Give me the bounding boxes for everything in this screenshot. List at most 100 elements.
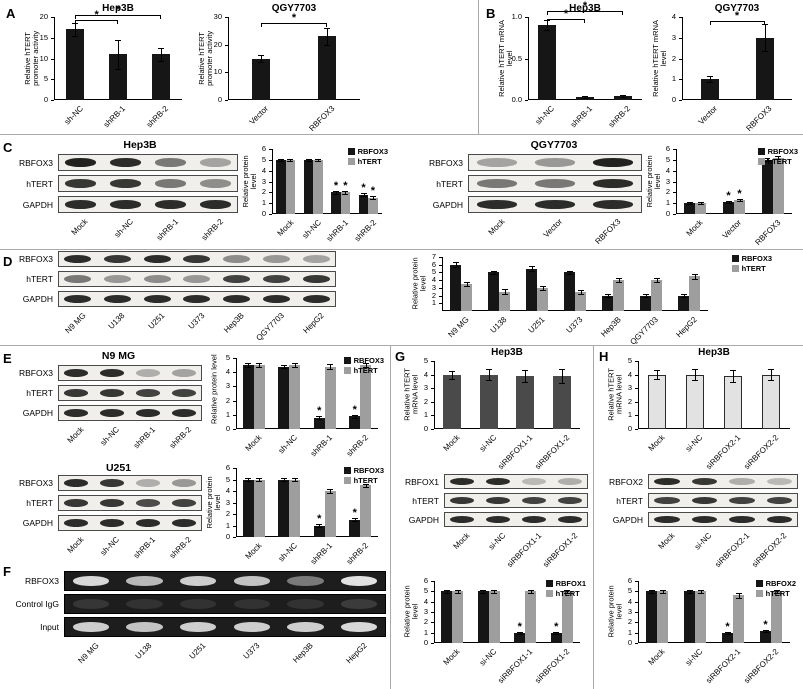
- x-tick-label: U373: [564, 315, 585, 335]
- legend: RBFOX2 hTERT: [755, 579, 796, 598]
- bar: [771, 591, 782, 643]
- error-cap: [351, 417, 358, 419]
- x-tick-label: siRBFOX2-2: [742, 647, 781, 686]
- error-cap: [324, 28, 330, 30]
- error-cap: [305, 161, 312, 163]
- blot-band: [171, 519, 197, 527]
- blot-band: [477, 158, 517, 167]
- y-tick: [51, 17, 54, 18]
- error-cap: [775, 159, 782, 161]
- y-tick-label: 6: [665, 144, 670, 153]
- y-tick: [431, 591, 434, 593]
- blot-band: [63, 499, 89, 507]
- error-cap: [725, 200, 732, 202]
- lane-label: shRB-1: [132, 425, 158, 451]
- panel-label-d: D: [3, 254, 13, 269]
- error-cap: [604, 297, 611, 299]
- chart-title: QGY7703: [714, 3, 760, 14]
- blot-band: [72, 599, 110, 609]
- y-tick: [233, 386, 236, 388]
- error-cap: [72, 35, 79, 37]
- x-tick-label: Mock: [243, 433, 264, 453]
- error-cap: [764, 161, 771, 163]
- error-bar: [776, 589, 778, 593]
- y-tick: [439, 287, 442, 289]
- bar: [324, 491, 336, 537]
- bar: [761, 159, 773, 214]
- bar: [242, 365, 254, 429]
- error-cap: [642, 297, 649, 299]
- divider-horizontal-ab-c: [0, 134, 803, 135]
- error-cap: [582, 97, 588, 99]
- bar: [550, 632, 562, 643]
- bar: [358, 194, 369, 214]
- error-bar: [345, 190, 347, 194]
- blot-band: [287, 599, 324, 609]
- error-cap: [351, 414, 358, 416]
- blot-band: [302, 255, 330, 263]
- blot-row-label: hTERT: [26, 388, 53, 398]
- bar: [526, 268, 537, 311]
- blot-band: [654, 515, 680, 524]
- lane-label: U251: [146, 311, 167, 331]
- bar: [331, 192, 341, 214]
- blot-band: [72, 622, 110, 632]
- blot-band: [521, 515, 547, 524]
- bar: [488, 272, 499, 311]
- y-tick: [51, 58, 54, 60]
- bar: [755, 37, 774, 100]
- y-tick-label: 3: [431, 282, 436, 292]
- error-bar: [689, 590, 691, 593]
- y-tick: [439, 264, 442, 266]
- error-cap: [280, 480, 287, 482]
- y-tick: [679, 17, 682, 18]
- y-tick: [269, 192, 272, 194]
- error-cap: [452, 262, 459, 264]
- blot-band: [143, 275, 171, 283]
- legend-entry: hTERT: [755, 589, 796, 598]
- error-bar: [700, 590, 702, 593]
- error-cap: [653, 282, 660, 284]
- error-cap: [768, 369, 774, 371]
- y-tick-label: 5: [431, 267, 436, 277]
- y-tick: [225, 100, 228, 101]
- error-cap: [280, 368, 287, 370]
- legend-label: hTERT: [765, 589, 790, 598]
- error-bar: [765, 629, 767, 632]
- blot-strip: [64, 594, 386, 614]
- error-cap: [680, 294, 687, 296]
- blot-band: [200, 200, 231, 209]
- lane-label: si-NC: [486, 531, 508, 552]
- chart-rbfox1-hep3b-mrna: Hep3B Relative hTERT mRNA level 0 1 2 3 4 5 Mock…: [402, 346, 588, 473]
- error-cap: [115, 39, 121, 41]
- plot-area: [638, 581, 790, 643]
- y-tick-label: 5: [261, 154, 266, 164]
- error-bar: [733, 369, 734, 383]
- bar: [313, 159, 323, 214]
- y-tick-label: 10: [39, 53, 48, 63]
- y-tick-label: 5: [627, 356, 632, 365]
- divider-vertical-ab: [478, 0, 479, 134]
- blot-band: [449, 515, 475, 524]
- blot-band: [233, 622, 271, 632]
- y-tick-label: 7: [431, 252, 436, 261]
- blot-band: [126, 576, 163, 586]
- lane-label: siRBFOX2-1: [712, 531, 752, 570]
- error-cap: [316, 419, 323, 421]
- error-cap: [620, 95, 626, 97]
- blot-band: [171, 409, 197, 417]
- blot-band: [223, 295, 251, 303]
- bar: [689, 276, 700, 311]
- x-tick-label: siRBFOX1-1: [496, 433, 535, 472]
- panel-label-b: B: [486, 6, 496, 21]
- error-cap: [659, 592, 666, 594]
- error-bar: [519, 631, 521, 634]
- error-bar: [75, 23, 77, 36]
- bar: [340, 192, 351, 214]
- westernblot-rbfox2-knockdown: RBFOX2 hTERT GAPDH Mock si-NC siRBFOX2-1 siRBF…: [596, 474, 798, 572]
- blot-band: [135, 409, 161, 417]
- y-tick: [525, 17, 528, 18]
- legend: RBFOX3 hTERT: [757, 147, 798, 166]
- legend-swatch: [343, 367, 351, 374]
- westernblot-rbfox1-knockdown: RBFOX1 hTERT GAPDH Mock si-NC siRBFOX1-1 siRBF…: [392, 474, 588, 572]
